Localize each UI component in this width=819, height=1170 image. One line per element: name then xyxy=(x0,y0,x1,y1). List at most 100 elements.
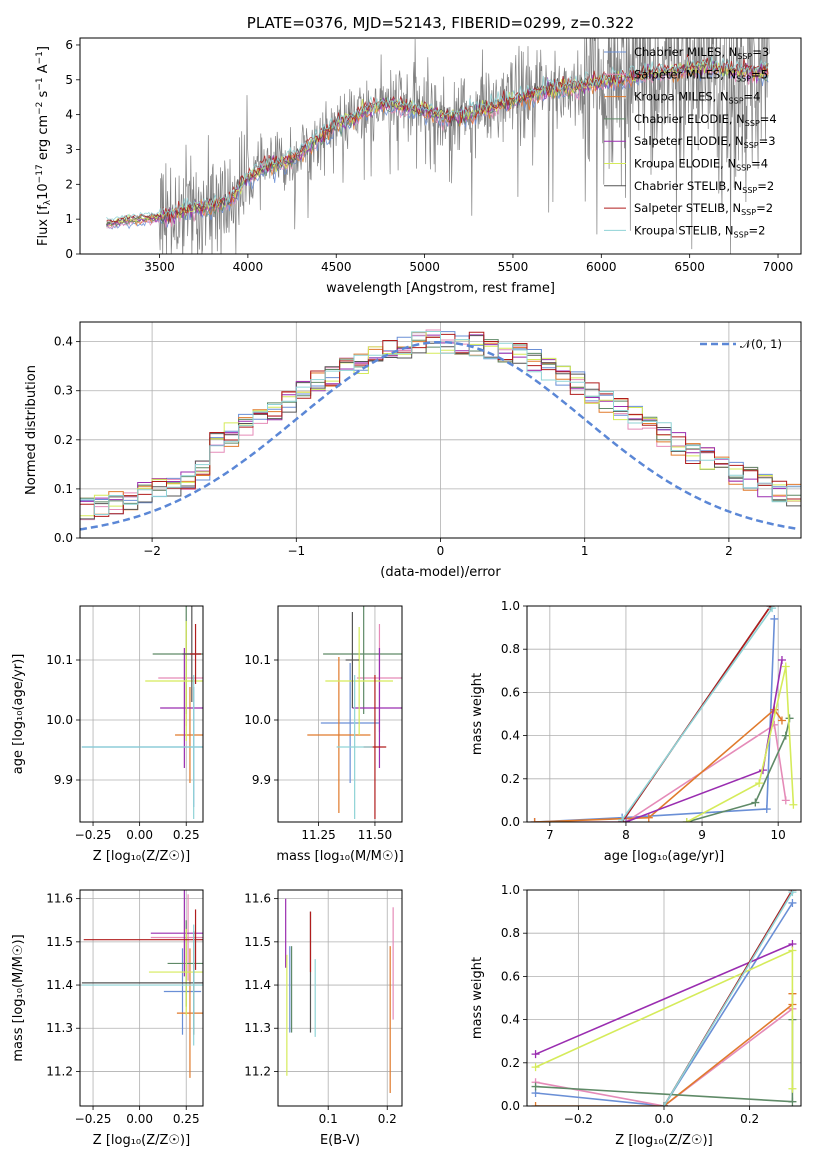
plus-marker xyxy=(781,662,790,671)
plus-marker xyxy=(788,1084,797,1093)
axes-frame xyxy=(277,889,403,1107)
y-axis-label-part: −1 xyxy=(35,77,45,90)
y-tick-label: 0.6 xyxy=(501,685,520,699)
legend-sub: SSP xyxy=(736,74,751,83)
y-tick-label: 0.4 xyxy=(501,729,520,743)
legend-sub: SSP xyxy=(745,119,760,128)
error-bar-point xyxy=(176,948,203,1078)
panel-6: −0.25 0.00 0.25 11.2 11.3 11.4 11.5 11.6 Z [log₁… xyxy=(11,889,204,1148)
plot-area xyxy=(527,890,801,1106)
error-bar-point xyxy=(150,894,203,981)
x-tick-label: 0.2 xyxy=(378,1112,397,1126)
legend-entry: Kroupa STELIB, NSSP=2 xyxy=(634,223,765,239)
plus-marker xyxy=(788,890,797,897)
x-tick-label: 0.00 xyxy=(126,1112,153,1126)
y-axis-label-part: ] xyxy=(36,46,51,51)
plus-marker xyxy=(777,716,786,725)
normal-curve xyxy=(80,340,799,531)
y-tick-label: 11.2 xyxy=(46,1064,73,1078)
panel-2: −2 −1 0 1 2 0.0 0.1 0.2 0.3 0.4 (data-model)/error… xyxy=(24,321,802,580)
x-tick-label: 4000 xyxy=(233,260,264,274)
panel-5: 7 8 9 10 0.0 0.2 0.4 0.6 0.8 1.0 age [log₁₀(age/yr… xyxy=(470,599,802,864)
plus-marker xyxy=(777,656,786,664)
x-tick-label: 0.00 xyxy=(126,828,153,842)
error-bar-point xyxy=(189,624,202,684)
axes-frame xyxy=(526,889,802,1107)
plus-marker xyxy=(789,800,798,809)
y-tick-label: 0.2 xyxy=(501,1056,520,1070)
mass-weight-line xyxy=(625,659,783,822)
x-tick-label: −2 xyxy=(143,544,161,558)
error-bar-point xyxy=(175,687,203,783)
y-tick-label: 11.2 xyxy=(244,1064,271,1078)
x-tick-label: 6500 xyxy=(674,260,705,274)
y-tick-label: 0.0 xyxy=(501,1099,520,1113)
x-tick-label: 1 xyxy=(581,544,589,558)
plot-area xyxy=(527,606,801,822)
y-tick-label: 9.9 xyxy=(54,773,73,787)
x-tick-label: −0.25 xyxy=(75,1112,112,1126)
legend-sub: SSP xyxy=(741,208,756,217)
x-tick-label: 5000 xyxy=(409,260,440,274)
x-tick-label: 11.50 xyxy=(358,828,392,842)
legend-sub: SSP xyxy=(729,97,744,106)
x-tick-label: 0.1 xyxy=(319,1112,338,1126)
panel-4: 11.25 11.50 9.9 10.0 10.1 mass [log₁₀(M/M☉)] xyxy=(244,605,404,864)
plus-marker xyxy=(531,1102,540,1106)
x-axis-label: Z [log₁₀(Z/Z☉)] xyxy=(93,1133,190,1148)
x-tick-label: 2 xyxy=(725,544,733,558)
plus-marker xyxy=(788,1097,797,1106)
legend-n: =4 xyxy=(760,112,777,126)
error-bar-point xyxy=(345,612,360,708)
plus-marker xyxy=(788,898,797,907)
y-tick-label: 1.0 xyxy=(501,883,520,897)
legend-entry: Salpeter ELODIE, NSSP=3 xyxy=(634,134,776,150)
x-tick-label: 7000 xyxy=(763,260,794,274)
y-axis-label-part: −1 xyxy=(35,51,45,64)
y-axis-label-part: 10 xyxy=(36,183,51,200)
legend-entry: Chabrier ELODIE, NSSP=4 xyxy=(634,112,777,128)
y-tick-label: 1.0 xyxy=(501,599,520,613)
axes-frame xyxy=(277,605,403,823)
error-bar-point xyxy=(160,648,203,768)
plot-area xyxy=(80,606,203,822)
error-bar-point xyxy=(150,890,203,977)
plus-marker xyxy=(530,818,539,822)
mass-weight-line xyxy=(534,708,783,822)
plot-area xyxy=(106,38,770,254)
y-tick-label: 0.1 xyxy=(54,482,73,496)
x-tick-label: 11.25 xyxy=(301,828,335,842)
legend-entry: 𝒩(0, 1) xyxy=(740,337,782,351)
y-axis-label: age [log₁₀(age/yr)] xyxy=(11,654,26,775)
y-axis-label-part: λ xyxy=(43,199,53,205)
panel-1: 3500 4000 4500 5000 5500 6000 6500 7000 0 1 2 3 4 5 6 w… xyxy=(35,14,802,296)
x-tick-label: 9 xyxy=(698,828,706,842)
y-tick-label: 0.8 xyxy=(501,926,520,940)
error-bar-point xyxy=(336,675,373,819)
y-axis-label-part: Flux [f xyxy=(36,205,51,246)
plus-marker xyxy=(755,779,764,788)
y-tick-label: 11.6 xyxy=(46,892,73,906)
legend-sub: SSP xyxy=(736,164,751,173)
error-bar-point xyxy=(81,675,203,819)
y-tick-label: 0.0 xyxy=(501,815,520,829)
y-tick-label: 10.0 xyxy=(244,713,271,727)
plus-marker xyxy=(660,1102,668,1106)
legend-model: Salpeter STELIB, N xyxy=(634,201,741,215)
y-tick-label: 0.4 xyxy=(54,335,73,349)
plot-area xyxy=(80,322,801,538)
error-bar-point xyxy=(323,606,402,714)
plus-marker xyxy=(781,731,790,740)
legend-model: Kroupa ELODIE, N xyxy=(634,157,736,171)
axes-frame xyxy=(79,889,204,1107)
axes-frame xyxy=(79,605,204,823)
y-tick-label: 0.3 xyxy=(54,384,73,398)
plot-area xyxy=(278,890,402,1106)
axes-frame xyxy=(526,605,802,823)
plus-marker xyxy=(618,815,627,822)
plus-marker xyxy=(768,606,777,613)
legend-n: =4 xyxy=(751,157,768,171)
plus-marker xyxy=(531,1050,540,1059)
mass-weight-line xyxy=(535,1008,793,1106)
